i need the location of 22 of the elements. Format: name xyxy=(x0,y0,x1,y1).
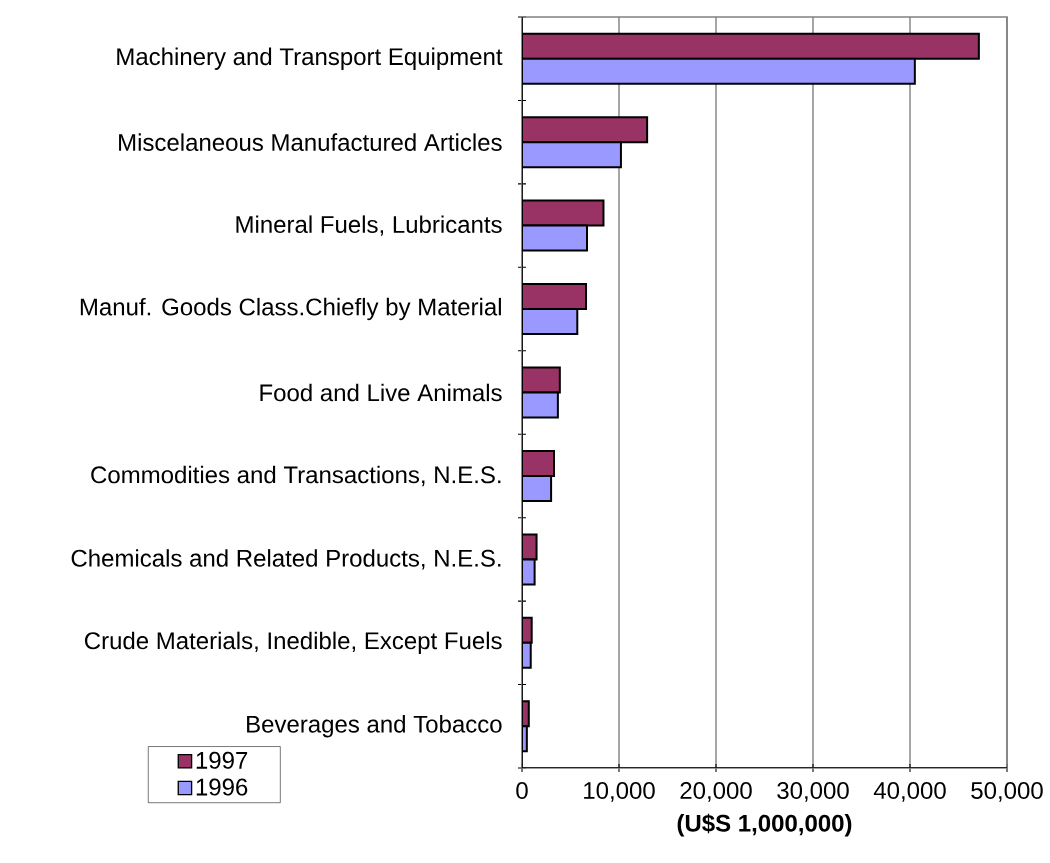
x-axis-title: (U$S 1,000,000) xyxy=(677,813,852,837)
y-tick-label: Miscelaneous Manufactured Articles xyxy=(119,133,502,151)
legend-label: 1996 xyxy=(196,778,248,796)
legend-label: 1997 xyxy=(196,751,248,769)
y-tick-label: Manuf. Goods Class.Chiefly by Material xyxy=(80,297,501,321)
y-tick-label: Chemicals and Related Products, N.E.S. xyxy=(71,549,501,570)
y-tick-label: Mineral Fuels, Lubricants xyxy=(236,215,502,236)
y-tick-label: Commodities and Transactions, N.E.S. xyxy=(91,465,501,487)
bar xyxy=(522,141,622,169)
y-tick-label: Machinery and Transport Equipment xyxy=(117,47,503,70)
bar xyxy=(522,32,980,60)
y-tick-label: Beverages and Tobacco xyxy=(247,715,502,738)
x-tick-label: 20,000 xyxy=(680,782,752,802)
bar xyxy=(522,116,649,144)
x-tick-label: 10,000 xyxy=(584,782,655,802)
x-tick-label: 30,000 xyxy=(777,782,849,802)
y-tick-label: Food and Live Animals xyxy=(260,383,502,402)
x-tick-label: 0 xyxy=(516,782,528,800)
x-tick-label: 40,000 xyxy=(873,782,946,802)
y-tick-label: Crude Materials, Inedible, Except Fuels xyxy=(84,631,502,655)
x-tick-label: 50,000 xyxy=(971,782,1043,802)
bar xyxy=(522,57,916,85)
